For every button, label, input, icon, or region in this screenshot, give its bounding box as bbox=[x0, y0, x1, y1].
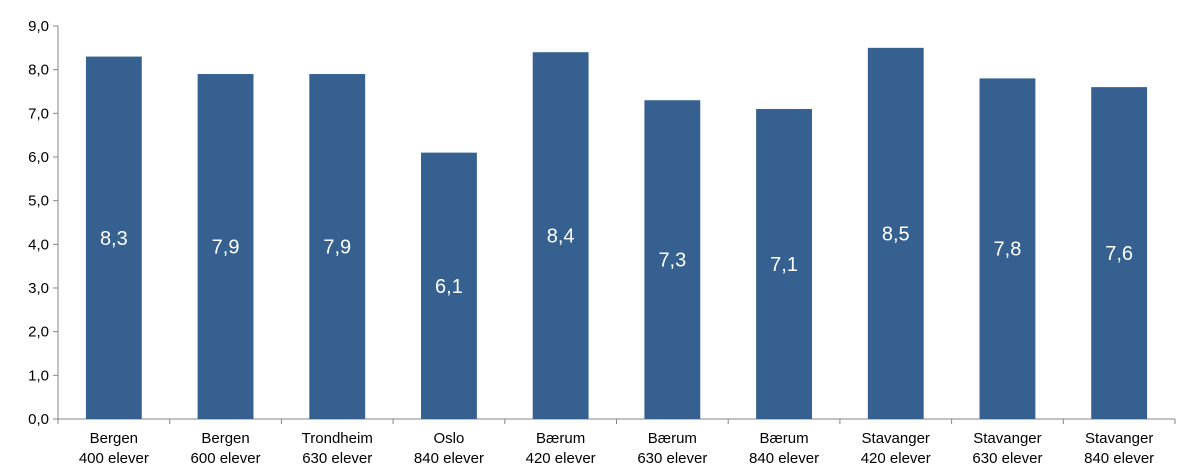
y-tick-label: 2,0 bbox=[28, 324, 49, 341]
category-label: Bærum bbox=[759, 430, 808, 447]
data-label: 6,1 bbox=[435, 276, 463, 298]
y-tick-label: 6,0 bbox=[28, 149, 49, 166]
category-sublabel: 630 elever bbox=[302, 450, 372, 467]
data-labels: 8,3 7,9 7,9 6,1 8,4 7,3 7,1 8,5 7,8 7,6 bbox=[100, 223, 1133, 297]
y-tick-label: 5,0 bbox=[28, 193, 49, 210]
data-label: 8,5 bbox=[882, 223, 910, 245]
category-sublabel: 600 elever bbox=[191, 450, 261, 467]
x-axis bbox=[57, 418, 1176, 424]
category-labels: Bergen 400 elever Bergen 600 elever Trondhei… bbox=[79, 430, 1154, 467]
y-axis: 0,0 1,0 2,0 3,0 4,0 5,0 6,0 7,0 8,0 9,0 bbox=[28, 18, 59, 428]
y-tick-label: 0,0 bbox=[28, 411, 49, 428]
y-tick-label: 4,0 bbox=[28, 236, 49, 253]
category-sublabel: 630 elever bbox=[972, 450, 1042, 467]
data-label: 7,3 bbox=[658, 250, 686, 272]
data-label: 7,9 bbox=[323, 237, 351, 259]
category-label: Trondheim bbox=[302, 430, 373, 447]
category-label: Stavanger bbox=[862, 430, 930, 447]
data-label: 8,4 bbox=[547, 226, 575, 248]
y-tick-label: 3,0 bbox=[28, 280, 49, 297]
y-tick-label: 8,0 bbox=[28, 62, 49, 79]
bar bbox=[197, 74, 254, 420]
category-label: Bergen bbox=[201, 430, 249, 447]
category-label: Bærum bbox=[536, 430, 585, 447]
bar bbox=[979, 78, 1036, 420]
category-sublabel: 630 elever bbox=[637, 450, 707, 467]
bar bbox=[1091, 87, 1148, 419]
data-label: 7,9 bbox=[212, 237, 240, 259]
y-tick-label: 7,0 bbox=[28, 105, 49, 122]
category-sublabel: 840 elever bbox=[414, 450, 484, 467]
bar bbox=[756, 108, 812, 419]
data-label: 8,3 bbox=[100, 228, 128, 250]
data-label: 7,6 bbox=[1105, 243, 1133, 265]
y-tick-label: 1,0 bbox=[28, 367, 49, 384]
bar bbox=[644, 100, 701, 419]
category-label: Oslo bbox=[434, 430, 465, 447]
category-sublabel: 840 elever bbox=[1084, 450, 1154, 467]
category-label: Bergen bbox=[90, 430, 138, 447]
bar bbox=[85, 56, 142, 420]
bars bbox=[85, 47, 1148, 420]
category-label: Stavanger bbox=[973, 430, 1041, 447]
bar bbox=[867, 47, 924, 419]
data-label: 7,8 bbox=[994, 239, 1022, 261]
y-tick-label: 9,0 bbox=[28, 18, 49, 35]
data-label: 7,1 bbox=[770, 254, 798, 276]
category-sublabel: 400 elever bbox=[79, 450, 149, 467]
category-sublabel: 840 elever bbox=[749, 450, 819, 467]
bar bbox=[532, 52, 589, 419]
bar bbox=[309, 74, 366, 420]
bar bbox=[421, 152, 477, 419]
category-sublabel: 420 elever bbox=[526, 450, 596, 467]
category-label: Stavanger bbox=[1085, 430, 1153, 447]
category-sublabel: 420 elever bbox=[861, 450, 931, 467]
category-label: Bærum bbox=[648, 430, 697, 447]
